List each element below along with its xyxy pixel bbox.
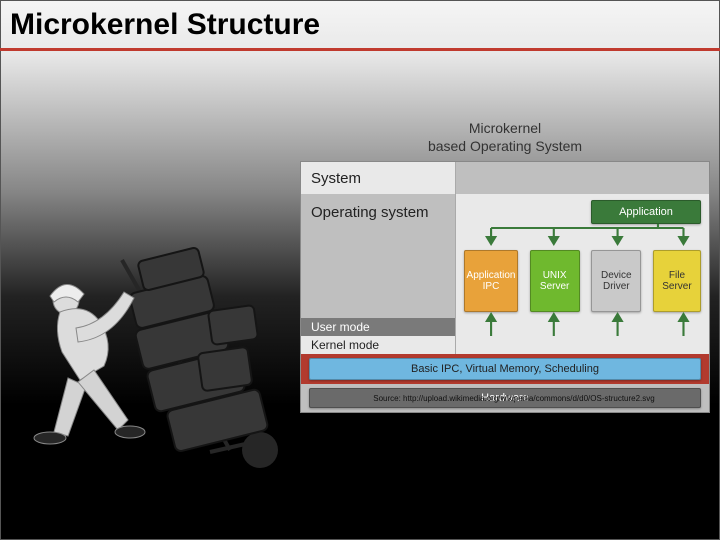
server-arrows (456, 224, 709, 246)
block-file-server: File Server (653, 250, 701, 312)
row-kernel-mode-right (456, 336, 709, 354)
block-application: Application (591, 200, 701, 224)
row-kernel-mode: Kernel mode (301, 336, 709, 354)
microkernel-diagram: Microkernel based Operating System Syste… (300, 120, 710, 413)
row-servers: Application IPC UNIX Server Device Drive… (301, 230, 709, 318)
label-operating-system: Operating system (301, 194, 456, 230)
block-application-ipc: Application IPC (464, 250, 518, 312)
label-user-mode: User mode (301, 318, 456, 336)
block-unix-server: UNIX Server (530, 250, 580, 312)
diagram-heading-line1: Microkernel (300, 120, 710, 138)
page-title: Microkernel Structure (10, 8, 710, 42)
row-kernel: Basic IPC, Virtual Memory, Scheduling (301, 354, 709, 384)
block-device-driver: Device Driver (591, 250, 641, 312)
row-user-mode: User mode (301, 318, 709, 336)
label-servers-empty (301, 230, 456, 318)
diagram-box: System Operating system Application (300, 161, 710, 413)
title-bar: Microkernel Structure (0, 6, 720, 51)
row-system: System (301, 162, 709, 194)
diagram-heading-line2: based Operating System (300, 138, 710, 156)
source-citation: Source: http://upload.wikimedia.org/wiki… (344, 394, 684, 403)
porter-illustration (10, 200, 310, 480)
row-system-right (456, 162, 709, 194)
label-system: System (301, 162, 456, 194)
label-kernel-mode: Kernel mode (301, 336, 456, 354)
row-user-mode-right (456, 318, 709, 336)
row-kernel-right: Basic IPC, Virtual Memory, Scheduling (301, 354, 709, 384)
row-servers-right: Application IPC UNIX Server Device Drive… (456, 230, 709, 318)
block-microkernel: Basic IPC, Virtual Memory, Scheduling (309, 358, 701, 380)
diagram-heading: Microkernel based Operating System (300, 120, 710, 155)
